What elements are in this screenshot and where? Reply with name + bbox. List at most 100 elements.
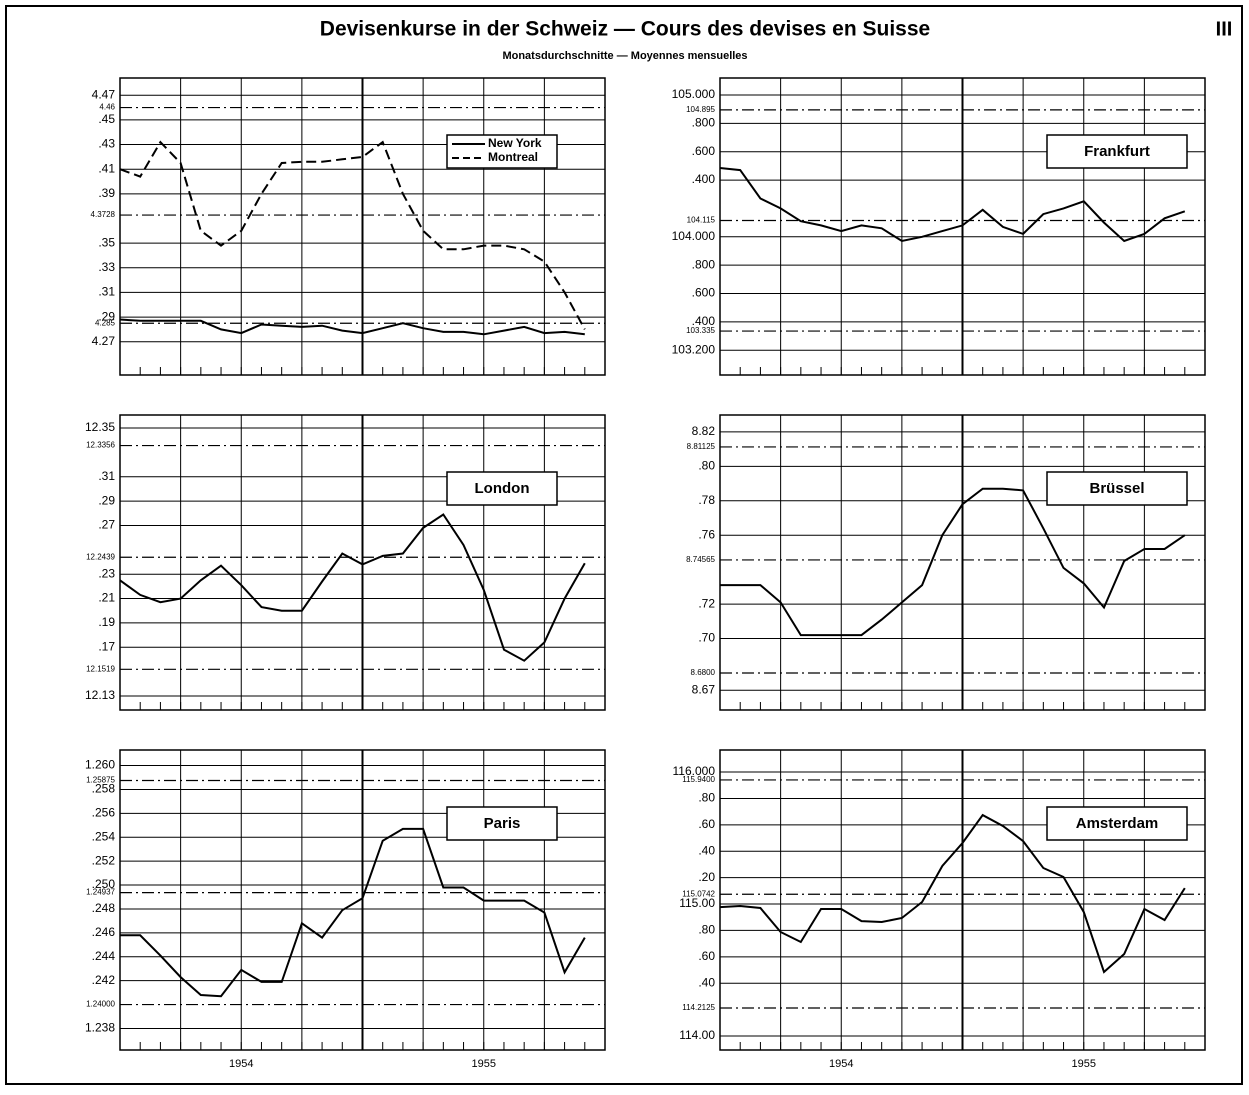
reference-label: 104.895 [686,105,715,114]
reference-label: 12.1519 [86,664,115,673]
legend-label: Montreal [488,150,538,164]
y-tick-label: 114.00 [679,1028,715,1042]
series-line [119,513,586,662]
legend-box [446,134,558,169]
reference-label: 8.74565 [686,555,715,564]
y-tick-label: .800 [692,257,716,271]
series-line [719,813,1186,974]
reference-label: 8.81125 [687,442,716,451]
y-tick-label: .40 [698,975,715,989]
y-tick-label: .17 [98,639,115,653]
y-tick-label: .244 [92,949,116,963]
y-tick-label: .600 [692,286,716,300]
y-tick-label: .29 [98,309,115,323]
y-tick-label: 12.35 [85,420,115,434]
reference-label: 114.2125 [682,1003,715,1012]
y-tick-label: .250 [92,877,116,891]
y-tick-label: .39 [98,186,115,200]
y-tick-label: 12.13 [85,688,115,702]
y-tick-label: .76 [698,527,715,541]
y-tick-label: .72 [698,596,715,610]
y-tick-label: .60 [698,817,715,831]
year-label: 1955 [1072,1058,1096,1070]
y-tick-label: .19 [98,615,115,629]
plate-number: III [1216,18,1233,40]
reference-label: 115.0742 [682,889,715,898]
name-box [1046,134,1188,169]
y-tick-label: .27 [98,518,115,532]
frame [5,5,1243,1085]
series-line [119,318,585,336]
y-tick-label: .70 [698,631,715,645]
reference-label: 12.2439 [86,552,115,561]
series-name: Paris [484,815,521,832]
y-tick-label: .21 [98,591,115,605]
y-tick-label: .43 [98,137,115,151]
name-box [1046,806,1188,841]
series-name: Frankfurt [1084,143,1150,160]
legend-label: New York [488,136,542,150]
subtitle: Monatsdurchschnitte — Moyennes mensuelle… [502,50,747,62]
series-line [120,827,586,998]
reference-label: 1.25875 [86,776,115,785]
series-line [719,167,1186,243]
series-line [720,487,1186,637]
reference-label: 103.335 [686,326,715,335]
y-tick-label: 104.000 [672,229,716,243]
y-tick-label: .400 [692,314,716,328]
name-box [446,471,558,506]
y-tick-label: .41 [98,161,115,175]
y-tick-label: .254 [92,829,116,843]
name-box [1046,471,1188,506]
y-tick-label: 116.000 [673,764,716,778]
y-tick-label: 1.238 [85,1021,115,1035]
y-tick-label: .60 [698,949,715,963]
y-tick-label: .80 [698,458,715,472]
y-tick-label: .33 [98,260,115,274]
y-tick-label: .256 [92,806,116,820]
series-name: London [475,480,530,497]
reference-label: 115.9400 [682,775,715,784]
y-tick-label: 105.000 [672,87,716,101]
reference-label: 12.3356 [86,441,115,450]
y-tick-label: .80 [698,923,715,937]
year-label: 1954 [829,1058,853,1070]
y-tick-label: .252 [92,853,116,867]
y-tick-label: .20 [698,870,715,884]
title: Devisenkurse in der Schweiz — Cours des … [320,18,930,41]
y-tick-label: 115.00 [679,896,715,910]
series-name: Amsterdam [1076,815,1159,832]
series-name: Brüssel [1089,480,1144,497]
y-tick-label: 8.67 [692,682,716,696]
y-tick-label: 103.200 [672,342,716,356]
y-tick-label: 8.82 [692,424,716,438]
series-line [119,140,586,330]
y-tick-label: 4.47 [92,87,116,101]
y-tick-label: .258 [92,782,116,796]
y-tick-label: .29 [98,493,115,507]
y-tick-label: .400 [692,172,716,186]
y-tick-label: .31 [98,285,115,299]
y-tick-label: .78 [698,493,715,507]
reference-label: 104.115 [687,216,716,225]
reference-label: 4.46 [99,103,115,112]
year-label: 1955 [472,1058,496,1070]
y-tick-label: .242 [92,973,116,987]
reference-label: 1.24000 [86,1000,115,1009]
y-tick-label: .246 [92,925,116,939]
name-box [446,806,558,841]
y-tick-label: .248 [92,901,116,915]
y-tick-label: .31 [98,469,115,483]
y-tick-label: .600 [692,144,716,158]
reference-label: 4.285 [95,318,116,327]
y-tick-label: .35 [98,235,115,249]
y-tick-label: .23 [98,566,115,580]
y-tick-label: 1.260 [85,758,115,772]
year-label: 1954 [229,1058,253,1070]
y-tick-label: .800 [692,116,716,130]
reference-label: 1.24937 [86,888,115,897]
reference-label: 4.3728 [91,210,116,219]
reference-label: 8.6800 [691,668,716,677]
y-tick-label: .80 [698,791,715,805]
